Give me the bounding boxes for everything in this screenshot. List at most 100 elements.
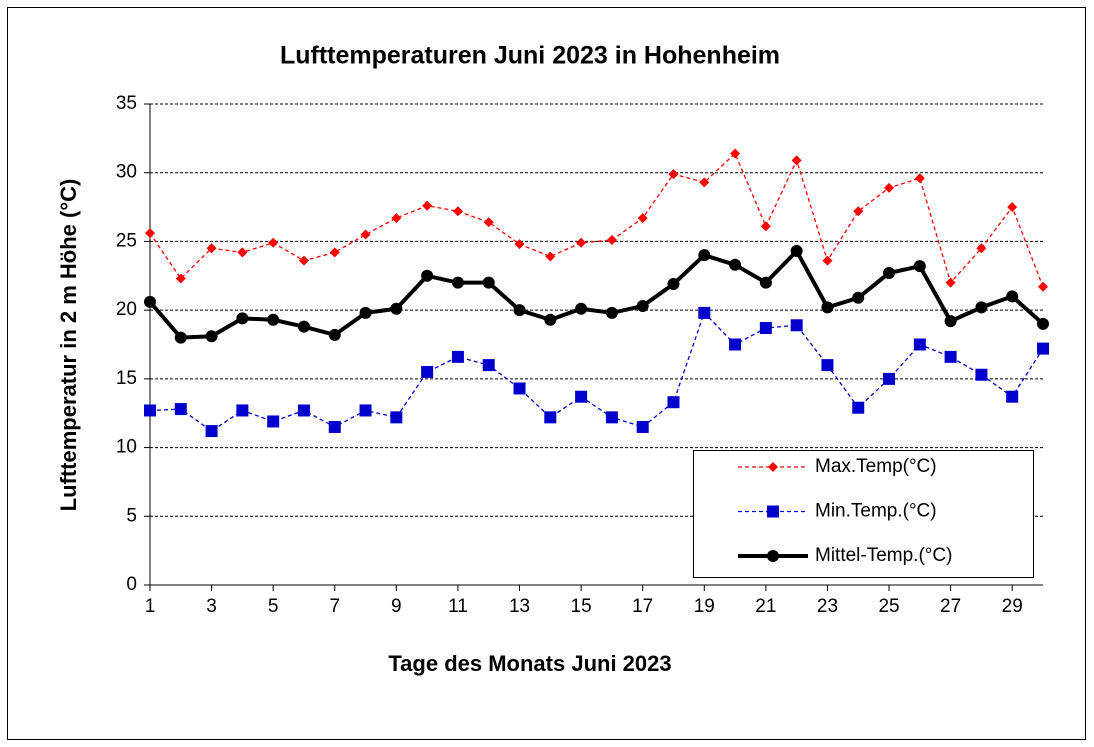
y-tick-label: 20 [116, 299, 137, 320]
frame [7, 7, 1086, 740]
data-point [452, 206, 463, 217]
data-point [545, 251, 556, 262]
data-point [667, 396, 680, 409]
x-tick-label: 27 [940, 596, 961, 617]
x-tick-label: 25 [878, 596, 899, 617]
x-tick-label: 15 [571, 596, 592, 617]
data-point [883, 372, 896, 385]
series-line [149, 152, 1044, 288]
y-axis-label: Lufttemperatur in 2 m Höhe (°C) [56, 179, 81, 512]
data-point [1006, 290, 1019, 303]
legend-marker [767, 505, 779, 518]
x-tick-label: 23 [817, 596, 838, 617]
data-point [267, 415, 280, 428]
data-point [637, 213, 648, 224]
data-point [421, 365, 434, 378]
data-point [1007, 202, 1018, 213]
data-point [1037, 317, 1049, 330]
data-point [297, 320, 310, 333]
y-tick-label: 0 [126, 574, 137, 595]
data-point [730, 148, 741, 159]
data-point [759, 276, 772, 289]
data-point [175, 273, 186, 284]
x-tick-label: 3 [206, 596, 217, 617]
data-point [205, 330, 218, 343]
data-point [944, 315, 957, 328]
legend-label: Min.Temp.(°C) [815, 501, 937, 522]
data-point [575, 302, 588, 315]
data-point [729, 258, 742, 271]
legend-marker [767, 550, 779, 562]
data-point [853, 206, 864, 217]
data-point [914, 173, 925, 184]
data-point [174, 403, 187, 416]
data-point [945, 277, 956, 288]
data-point [451, 350, 464, 363]
x-tick-label: 21 [755, 596, 776, 617]
data-point [605, 306, 618, 319]
data-point [145, 228, 155, 239]
data-point [298, 255, 309, 266]
data-point [205, 425, 218, 438]
legend-label: Max.Temp(°C) [815, 456, 937, 477]
data-point [821, 301, 834, 314]
data-point [605, 411, 618, 424]
data-point [297, 404, 310, 417]
data-point [513, 304, 526, 317]
data-point [636, 300, 649, 313]
y-tick-label: 30 [116, 162, 137, 183]
data-point [206, 243, 217, 254]
data-point [328, 420, 341, 433]
data-point [1006, 390, 1019, 403]
x-tick-label: 13 [509, 596, 530, 617]
data-point [144, 295, 156, 308]
data-point [698, 306, 711, 319]
data-point [852, 291, 865, 304]
data-point [482, 359, 495, 372]
data-point [359, 306, 372, 319]
data-point [575, 390, 588, 403]
data-point [267, 313, 280, 326]
data-point [883, 267, 896, 280]
data-point [421, 269, 434, 282]
data-point [790, 319, 803, 332]
data-point [359, 404, 372, 417]
data-point [237, 247, 248, 258]
data-point [667, 278, 680, 291]
data-point [144, 404, 156, 417]
data-point [944, 350, 957, 363]
data-point [852, 401, 865, 414]
data-point [699, 177, 710, 188]
data-point [482, 276, 495, 289]
data-point [1037, 342, 1049, 355]
data-point [236, 312, 249, 325]
data-point [513, 382, 526, 395]
data-point [975, 368, 988, 381]
data-point [576, 237, 587, 248]
data-point [821, 359, 834, 372]
data-point [884, 182, 895, 193]
y-tick-label: 25 [116, 230, 137, 251]
legend-marker [768, 462, 778, 472]
x-tick-label: 29 [1002, 596, 1023, 617]
x-tick-label: 19 [694, 596, 715, 617]
data-point [329, 247, 340, 258]
data-point [391, 213, 402, 224]
y-tick-label: 5 [126, 505, 137, 526]
legend-label: Mittel-Temp.(°C) [815, 545, 952, 566]
data-point [760, 221, 771, 232]
data-point [606, 235, 617, 246]
data-point [791, 155, 802, 166]
x-tick-label: 17 [632, 596, 653, 617]
data-point [390, 411, 403, 424]
y-tick-label: 35 [116, 93, 137, 114]
chart-title: Lufttemperaturen Juni 2023 in Hohenheim [280, 42, 780, 70]
data-point [759, 322, 772, 335]
data-point [268, 237, 279, 248]
data-point [913, 260, 926, 273]
data-point [1038, 281, 1048, 292]
data-point [483, 217, 494, 228]
data-point [544, 411, 557, 424]
x-tick-label: 7 [329, 596, 340, 617]
